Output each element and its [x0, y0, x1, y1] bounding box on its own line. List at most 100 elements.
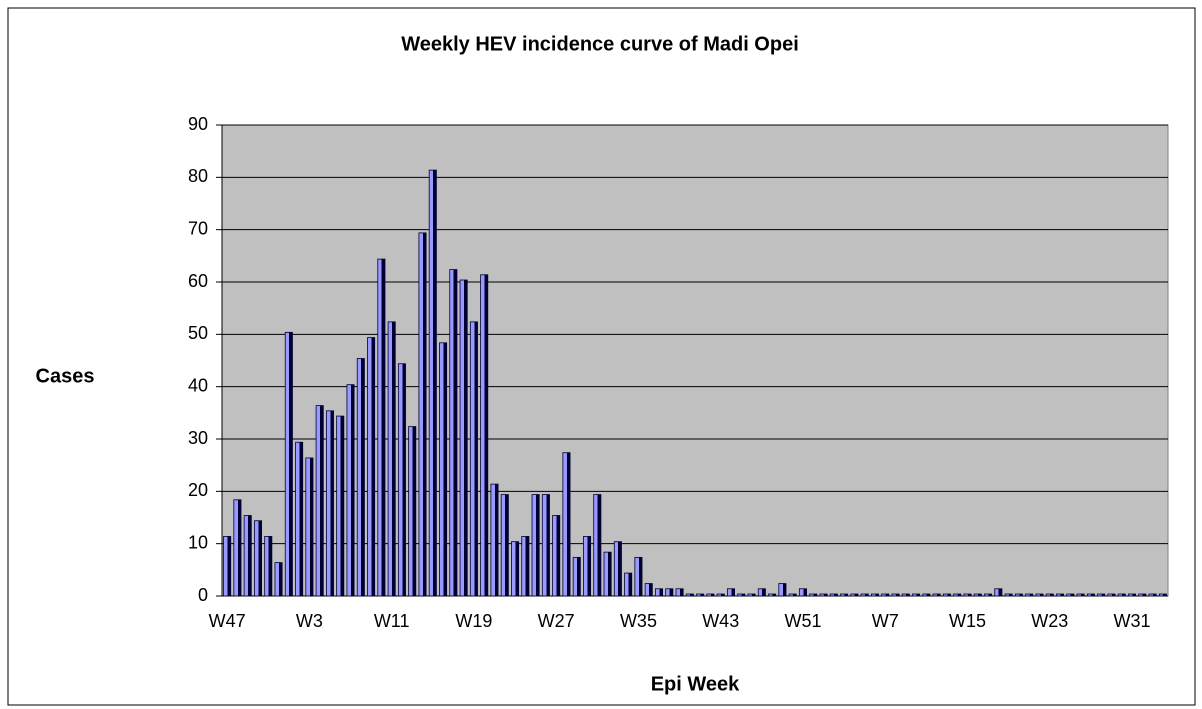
bar: [973, 593, 982, 597]
bar: [1035, 593, 1044, 597]
bar: [901, 593, 910, 597]
bar: [716, 593, 725, 597]
bar: [449, 269, 458, 597]
bar: [1148, 593, 1157, 597]
bar: [1117, 593, 1126, 597]
x-axis-label: Epi Week: [651, 673, 740, 695]
bar: [994, 588, 1003, 597]
x-tick-label: W23: [1031, 611, 1068, 631]
chart-title: Weekly HEV incidence curve of Madi Opei: [401, 33, 799, 55]
bar: [1004, 593, 1013, 597]
bar: [1066, 593, 1075, 597]
bar: [511, 541, 520, 597]
y-tick-label: 0: [198, 585, 208, 605]
y-tick-label: 50: [188, 323, 208, 343]
bar: [942, 593, 951, 597]
bar: [469, 321, 478, 597]
bar: [583, 536, 592, 597]
bar: [870, 593, 879, 597]
bar: [829, 593, 838, 597]
bar: [984, 593, 993, 597]
bar: [572, 556, 581, 597]
bar: [675, 588, 684, 597]
bar: [274, 562, 283, 597]
bar: [521, 536, 530, 597]
bar: [963, 593, 972, 597]
bar: [356, 358, 365, 597]
bar: [295, 441, 304, 597]
bar: [891, 593, 900, 597]
bar: [243, 515, 252, 597]
bar: [840, 593, 849, 597]
y-tick-label: 40: [188, 375, 208, 395]
bar: [418, 232, 427, 597]
bar: [1076, 593, 1085, 597]
bar: [253, 520, 262, 597]
bar: [665, 588, 674, 597]
x-tick-label: W35: [620, 611, 657, 631]
x-tick-label: W7: [872, 611, 899, 631]
bar: [367, 337, 376, 597]
bar: [726, 588, 735, 597]
bar: [459, 279, 468, 597]
bar: [850, 593, 859, 597]
bar: [1086, 593, 1095, 597]
bar: [428, 169, 437, 597]
bar: [223, 536, 232, 597]
bar: [325, 410, 334, 597]
bar: [593, 494, 602, 597]
bar: [1107, 593, 1116, 597]
bar: [613, 541, 622, 597]
bar: [809, 593, 818, 597]
bar: [1138, 593, 1147, 597]
bar: [912, 593, 921, 597]
bar: [233, 499, 242, 597]
bar: [953, 593, 962, 597]
bar: [531, 494, 540, 597]
bar: [305, 457, 314, 597]
bar: [346, 384, 355, 597]
bar: [490, 483, 499, 597]
bar: [541, 494, 550, 597]
bar: [706, 593, 715, 597]
y-tick-label: 20: [188, 480, 208, 500]
bar: [603, 551, 612, 597]
bar: [644, 583, 653, 597]
y-axis-label: Cases: [36, 365, 95, 387]
x-tick-label: W15: [949, 611, 986, 631]
bar: [798, 588, 807, 597]
x-tick-label: W11: [374, 611, 410, 631]
bar: [1097, 593, 1106, 597]
bar: [500, 494, 509, 597]
bar: [552, 515, 561, 597]
bar: [284, 331, 293, 597]
bar: [737, 593, 746, 597]
y-tick-label: 70: [188, 218, 208, 238]
bar: [788, 593, 797, 597]
y-tick-label: 60: [188, 271, 208, 291]
bar: [1056, 593, 1065, 597]
x-tick-label: W47: [209, 611, 246, 631]
y-tick-label: 80: [188, 166, 208, 186]
bar: [1014, 593, 1023, 597]
bar: [778, 583, 787, 597]
bar: [1128, 593, 1137, 597]
bar: [480, 274, 489, 597]
bar: [747, 593, 756, 597]
bar: [634, 556, 643, 597]
x-tick-label: W19: [455, 611, 492, 631]
bar: [860, 593, 869, 597]
y-tick-label: 10: [188, 532, 208, 552]
bar: [1045, 593, 1054, 597]
bar: [1158, 593, 1167, 597]
bar: [387, 321, 396, 597]
bar: [336, 415, 345, 597]
bar: [757, 588, 766, 597]
bar: [768, 593, 777, 597]
bar: [408, 426, 417, 597]
y-tick-label: 90: [188, 114, 208, 134]
x-tick-label: W31: [1114, 611, 1151, 631]
x-tick-label: W43: [702, 611, 739, 631]
bar: [685, 593, 694, 597]
